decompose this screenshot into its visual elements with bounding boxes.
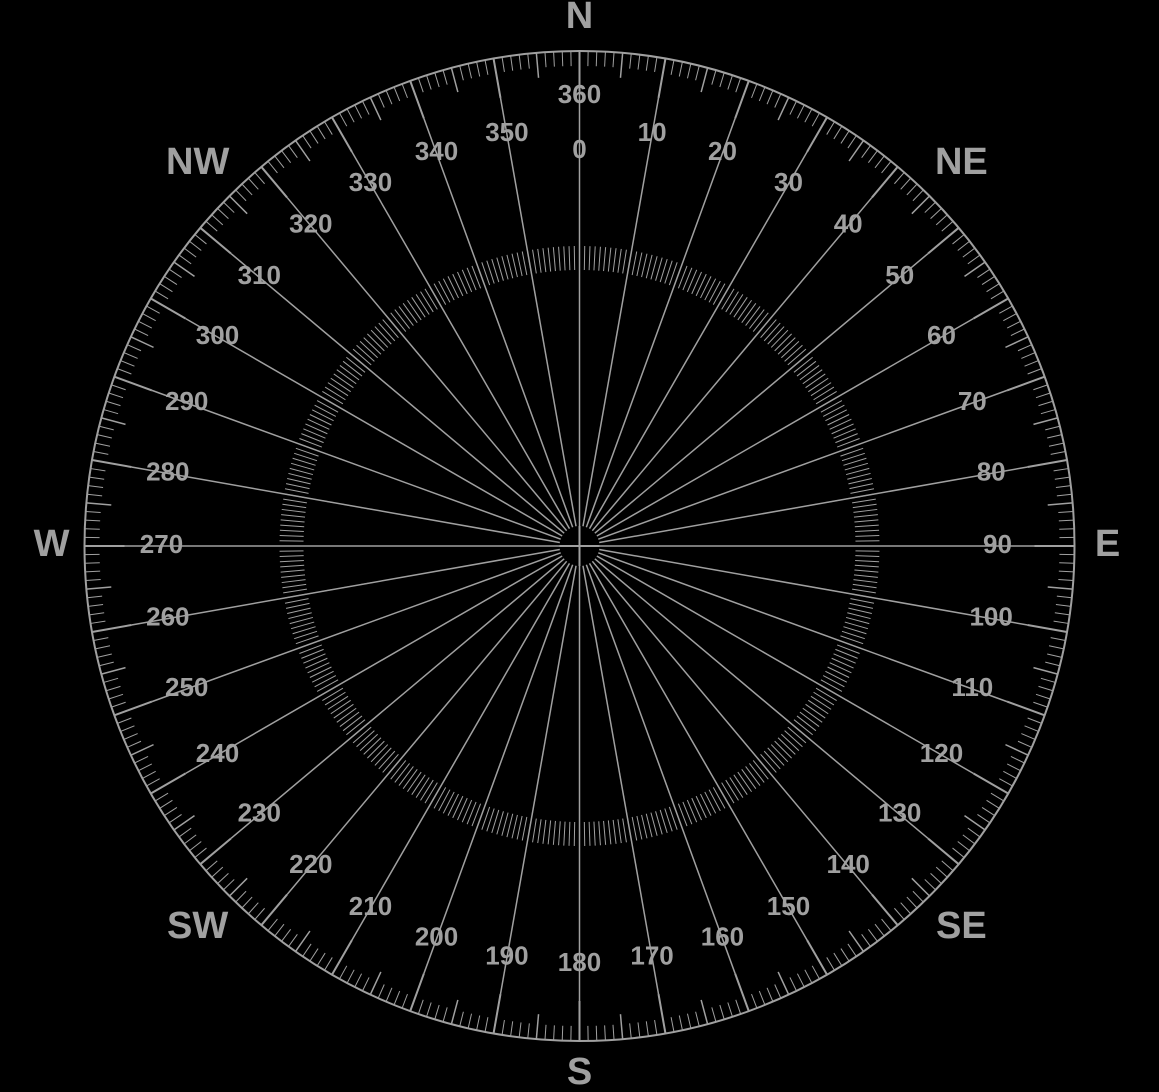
degree-label-60: 60 bbox=[927, 320, 956, 350]
degree-label-0: 0 bbox=[572, 134, 586, 164]
degree-label-310: 310 bbox=[238, 260, 281, 290]
degree-label-320: 320 bbox=[289, 209, 332, 239]
degree-label-280: 280 bbox=[146, 456, 189, 486]
degree-label-250: 250 bbox=[165, 672, 208, 702]
degree-label-300: 300 bbox=[196, 320, 239, 350]
degree-label-240: 240 bbox=[196, 738, 239, 768]
degree-label-160: 160 bbox=[701, 922, 744, 952]
degree-label-200: 200 bbox=[415, 922, 458, 952]
degree-label-270: 270 bbox=[140, 529, 183, 559]
degree-label-70: 70 bbox=[958, 386, 987, 416]
degree-label-30: 30 bbox=[774, 167, 803, 197]
degree-label-190: 190 bbox=[485, 941, 528, 971]
degree-label-120: 120 bbox=[920, 738, 963, 768]
degree-label-210: 210 bbox=[349, 891, 392, 921]
cardinal-ne: NE bbox=[935, 141, 988, 183]
degree-label-90: 90 bbox=[983, 529, 1012, 559]
compass-rose: 360 0 10 20 30 40 50 60 70 80 90 100 110 120 130 140 150… bbox=[0, 0, 1159, 1092]
degree-label-130: 130 bbox=[878, 798, 921, 828]
degree-label-340: 340 bbox=[415, 136, 458, 166]
degree-label-170: 170 bbox=[630, 941, 673, 971]
cardinal-sw: SW bbox=[167, 905, 228, 947]
degree-label-330: 330 bbox=[349, 167, 392, 197]
degree-label-100: 100 bbox=[969, 601, 1012, 631]
degree-label-180: 180 bbox=[558, 947, 601, 977]
degree-label-80: 80 bbox=[977, 456, 1006, 486]
cardinal-w: W bbox=[34, 523, 70, 565]
cardinal-nw: NW bbox=[166, 141, 229, 183]
degree-label-150: 150 bbox=[767, 891, 810, 921]
cardinal-n: N bbox=[566, 0, 593, 37]
degree-label-140: 140 bbox=[826, 849, 869, 879]
degree-label-40: 40 bbox=[834, 209, 863, 239]
degree-label-230: 230 bbox=[238, 798, 281, 828]
degree-label-110: 110 bbox=[951, 672, 993, 702]
degree-label-10: 10 bbox=[638, 117, 667, 147]
degree-label-360: 360 bbox=[558, 79, 601, 109]
degree-label-350: 350 bbox=[485, 117, 528, 147]
degree-label-220: 220 bbox=[289, 849, 332, 879]
degree-label-260: 260 bbox=[146, 601, 189, 631]
degree-label-290: 290 bbox=[165, 386, 208, 416]
degree-label-50: 50 bbox=[885, 260, 914, 290]
cardinal-s: S bbox=[567, 1051, 592, 1092]
degree-label-20: 20 bbox=[708, 136, 737, 166]
cardinal-e: E bbox=[1095, 523, 1120, 565]
cardinal-se: SE bbox=[936, 905, 987, 947]
